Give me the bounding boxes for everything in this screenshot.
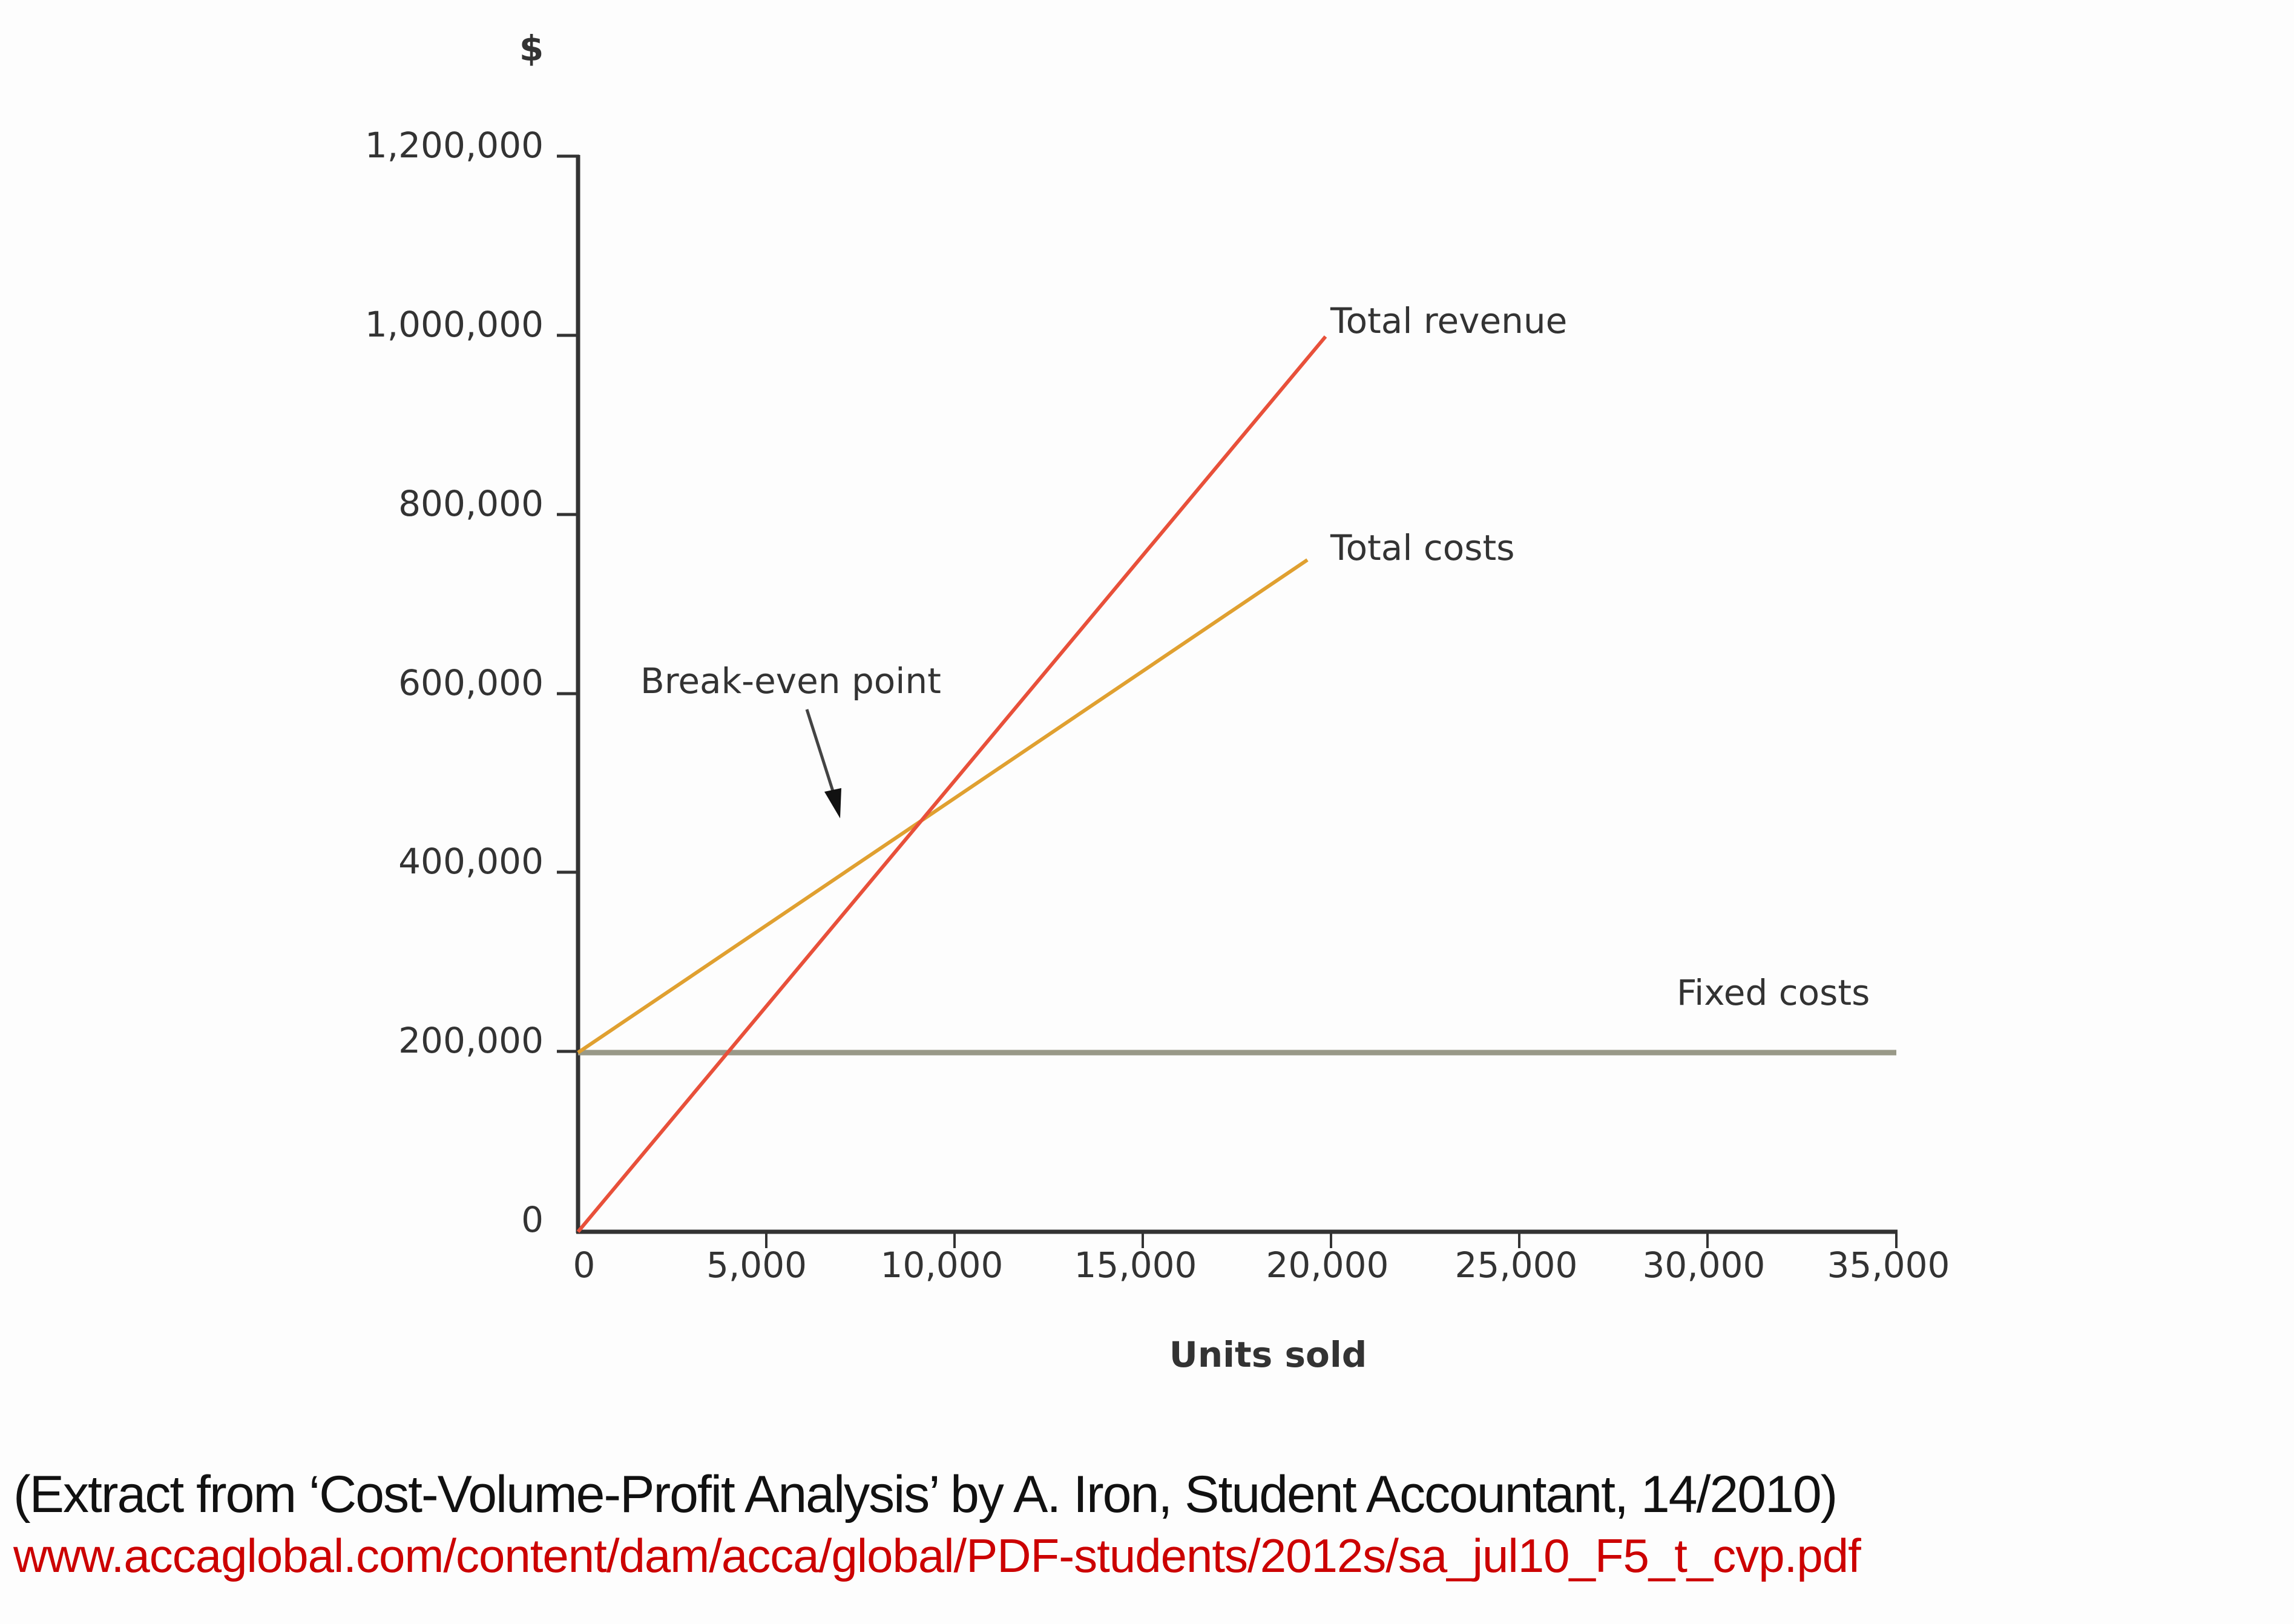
total-revenue-label: Total revenue xyxy=(1330,300,1567,341)
x-tick-label: 0 xyxy=(573,1244,596,1286)
x-tick-label: 5,000 xyxy=(706,1244,807,1286)
y-tick-label: 800,000 xyxy=(398,483,544,524)
fixed-costs-label: Fixed costs xyxy=(1677,972,1870,1013)
y-tick-label: 600,000 xyxy=(398,662,544,703)
x-tick-label: 15,000 xyxy=(1074,1244,1197,1286)
x-axis-tick-marks xyxy=(765,1232,1898,1248)
total-costs-line xyxy=(577,558,1309,1054)
x-tick-label: 35,000 xyxy=(1827,1244,1950,1286)
x-axis-title: Units sold xyxy=(1169,1334,1367,1375)
y-tick-label: 400,000 xyxy=(398,841,544,882)
source-link[interactable]: www.accaglobal.com/content/dam/acca/glob… xyxy=(13,1529,1861,1582)
x-tick-label: 20,000 xyxy=(1266,1244,1389,1286)
cvp-chart: $ 1,200,000 1,000,000 800,000 600,000 40… xyxy=(365,28,1950,1375)
x-axis-ticks: 0 5,000 10,000 15,000 20,000 25,000 30,0… xyxy=(573,1244,1950,1286)
total-revenue-line xyxy=(576,335,1327,1233)
x-tick-label: 25,000 xyxy=(1455,1244,1578,1286)
y-tick-label: 0 xyxy=(521,1199,544,1240)
x-tick-label: 30,000 xyxy=(1643,1244,1766,1286)
y-axis-ticks: 1,200,000 1,000,000 800,000 600,000 400,… xyxy=(365,125,579,1240)
total-costs-label: Total costs xyxy=(1330,527,1514,568)
y-tick-label: 200,000 xyxy=(398,1020,544,1061)
break-even-label: Break-even point xyxy=(640,660,941,702)
figure-caption: (Extract from ‘Cost-Volume-Profit Analys… xyxy=(13,1465,1838,1524)
y-tick-label: 1,000,000 xyxy=(365,304,544,345)
x-tick-label: 10,000 xyxy=(881,1244,1004,1286)
y-axis-unit: $ xyxy=(519,28,544,69)
y-tick-label: 1,200,000 xyxy=(365,125,544,166)
break-even-arrow-icon xyxy=(805,709,841,818)
